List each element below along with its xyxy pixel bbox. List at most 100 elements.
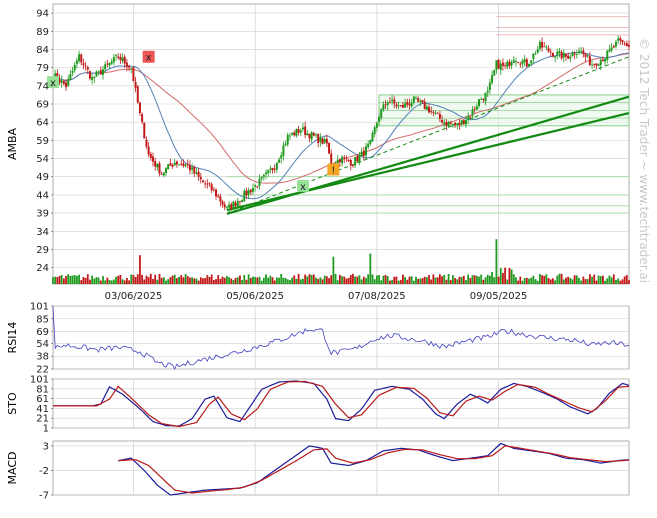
candle-body [149, 153, 152, 158]
candle-body [65, 82, 68, 88]
candle-body [106, 63, 109, 65]
candle-body [438, 113, 441, 119]
candle-body [612, 45, 615, 48]
candle-body [82, 63, 85, 66]
volume-bar [441, 276, 443, 284]
volume-bar [538, 273, 541, 284]
volume-bar [484, 277, 487, 284]
candle-body [91, 77, 94, 80]
volume-bar [599, 276, 602, 284]
rsi-ytick-0: 101 [30, 302, 49, 313]
candle-body [134, 81, 137, 88]
x-date-label-1: 05/06/2025 [226, 291, 284, 302]
volume-bar [369, 253, 372, 284]
candle-body [375, 122, 378, 129]
price-ytick-6: 64 [36, 118, 49, 129]
volume-bar [567, 276, 570, 284]
candle-body [167, 164, 170, 170]
candle-body [286, 134, 289, 145]
volume-bar [76, 275, 78, 284]
volume-bar [521, 280, 524, 284]
volume-bar [147, 277, 150, 284]
price-ytick-10: 44 [36, 190, 49, 201]
volume-bar [195, 278, 198, 284]
volume-bar [208, 277, 211, 284]
candle-body [604, 58, 607, 62]
candle-body [417, 98, 420, 102]
volume-bar [506, 279, 509, 284]
volume-bar [356, 276, 359, 284]
volume-bar [162, 277, 165, 284]
volume-bar [236, 277, 239, 284]
candle-body [491, 75, 494, 83]
volume-bar [443, 274, 446, 284]
volume-bar [456, 279, 459, 284]
candle-body [341, 156, 344, 164]
volume-bar [60, 274, 63, 284]
volume-bar [54, 276, 57, 284]
volume-bar [454, 278, 457, 284]
candle-body [567, 55, 570, 59]
volume-bar [215, 279, 217, 284]
volume-bar [452, 275, 454, 284]
volume-bar [271, 277, 274, 284]
candle-body [419, 101, 422, 103]
candle-body [564, 54, 567, 57]
volume-bar [286, 279, 289, 284]
candle-body [501, 62, 504, 66]
candle-body [97, 70, 100, 72]
candle-body [132, 66, 135, 82]
candle-body [221, 201, 224, 205]
volume-bar [228, 277, 230, 284]
candle-body [556, 51, 559, 56]
volume-bar [467, 274, 470, 284]
candle-body [447, 122, 450, 127]
candle-body [121, 57, 124, 62]
volume-bar [556, 275, 559, 284]
moving-average-fast [59, 51, 630, 200]
volume-bar [558, 273, 561, 284]
candle-body [506, 61, 509, 68]
candle-body [386, 102, 389, 106]
volume-bar [221, 276, 224, 284]
volume-bar [128, 280, 130, 284]
candle-body [315, 134, 318, 136]
volume-bar [458, 276, 461, 284]
candle-body [86, 67, 89, 70]
macd-ytick-0: 3 [43, 441, 49, 452]
candle-body [538, 41, 541, 49]
candle-body [625, 43, 628, 47]
volume-bar [621, 279, 624, 284]
volume-bar [415, 276, 417, 284]
volume-bar [419, 278, 422, 284]
price-ytick-11: 39 [36, 209, 49, 220]
candle-body [356, 156, 359, 162]
candle-body [543, 46, 546, 48]
volume-bar [56, 277, 59, 284]
volume-bar [404, 277, 407, 284]
candle-body [275, 162, 278, 170]
candle-body [458, 123, 461, 126]
candle-body [619, 37, 622, 41]
price-ytick-13: 29 [36, 245, 49, 256]
candle-body [54, 73, 57, 79]
volume-bar [347, 277, 350, 284]
candle-body [62, 80, 65, 84]
volume-bar [143, 279, 146, 284]
volume-bar [225, 276, 228, 284]
candle-body [343, 157, 346, 159]
candle-body [128, 65, 131, 68]
volume-bar [530, 277, 533, 284]
candle-body [454, 122, 457, 126]
candle-body [421, 100, 424, 102]
candle-body [467, 116, 470, 120]
rsi-ytick-4: 38 [36, 352, 49, 363]
volume-bar [295, 278, 298, 284]
candle-body [312, 133, 315, 136]
volume-bar [206, 275, 209, 284]
candle-body [336, 159, 339, 164]
candle-body [184, 164, 187, 167]
volume-bar [371, 274, 374, 284]
candle-body [430, 111, 433, 112]
price-ytick-9: 49 [36, 172, 49, 183]
